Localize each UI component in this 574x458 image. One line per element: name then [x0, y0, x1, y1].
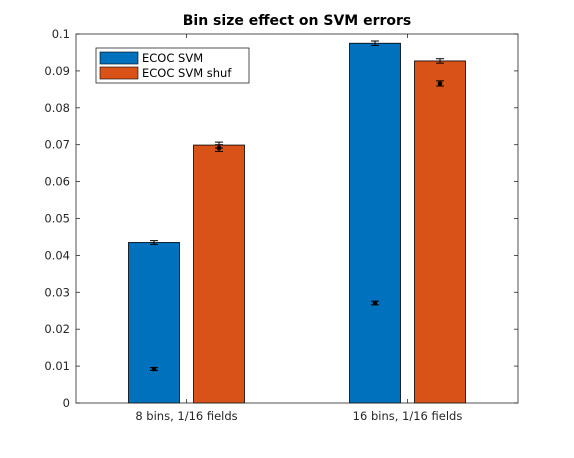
data-point: [372, 300, 378, 306]
plot-area: 0 0.01 0.02 0.03 0.04 0.05 0.06 0.07 0.08 0.09 0.1…: [44, 27, 519, 423]
y-tick-label: 0.01: [44, 359, 70, 373]
y-tick-label: 0: [63, 396, 70, 410]
x-tick-label: 16 bins, 1/16 fields: [353, 409, 463, 423]
data-point: [216, 145, 222, 151]
bar: [128, 242, 180, 404]
bar-error-bar: [436, 58, 444, 64]
legend-swatch: [99, 51, 139, 65]
y-tick-label: 0.07: [44, 138, 70, 152]
chart-title: Bin size effect on SVM errors: [183, 13, 412, 29]
legend-swatch: [99, 66, 139, 80]
data-point: [151, 366, 157, 372]
x-tick-label: 8 bins, 1/16 fields: [135, 409, 237, 423]
bar: [193, 144, 245, 404]
y-tick-label: 0.09: [44, 64, 70, 78]
legend-label: ECOC SVM shuf: [142, 66, 232, 80]
bar: [349, 42, 401, 404]
y-tick-label: 0.05: [44, 212, 70, 226]
data-point: [437, 81, 443, 86]
bar-error-bar: [150, 240, 158, 245]
legend-label: ECOC SVM: [142, 51, 203, 65]
y-tick-label: 0.03: [44, 285, 70, 299]
y-tick-label: 0.1: [52, 27, 70, 41]
y-tick-label: 0.02: [44, 322, 70, 336]
y-tick-label: 0.06: [44, 175, 70, 189]
bar: [414, 60, 466, 404]
y-tick-label: 0.08: [44, 101, 70, 115]
bar-error-bar: [371, 40, 379, 46]
y-tick-label: 0.04: [44, 248, 70, 262]
